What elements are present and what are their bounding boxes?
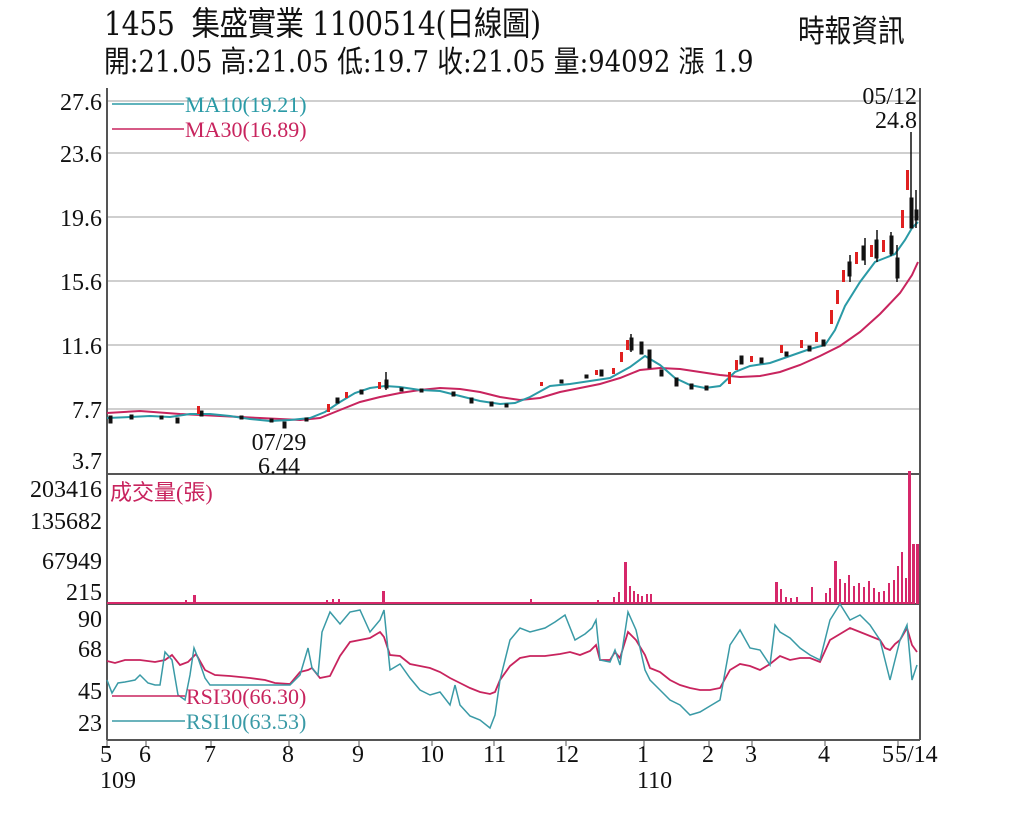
svg-text:68: 68 bbox=[78, 637, 102, 663]
svg-text:23: 23 bbox=[78, 711, 102, 737]
rsi10-line bbox=[106, 602, 918, 730]
svg-text:1: 1 bbox=[637, 742, 649, 768]
svg-text:6: 6 bbox=[139, 742, 151, 768]
svg-text:7: 7 bbox=[204, 742, 216, 768]
svg-text:135682: 135682 bbox=[30, 509, 102, 535]
ma10-legend: MA10(19.21) bbox=[185, 92, 307, 117]
volume-label: 成交量(張) bbox=[110, 480, 213, 505]
low-value: 6.44 bbox=[258, 454, 300, 480]
high-date: 05/12 bbox=[862, 84, 917, 110]
ma-legend: MA10(19.21) MA30(16.89) bbox=[112, 92, 307, 142]
rsi-legend: RSI30(66.30) RSI10(63.53) bbox=[112, 684, 306, 734]
svg-text:90: 90 bbox=[78, 607, 102, 633]
svg-text:23.6: 23.6 bbox=[60, 142, 102, 168]
volume-y-axis: 203416 135682 67949 215 bbox=[30, 477, 102, 606]
rsi30-legend: RSI30(66.30) bbox=[186, 684, 306, 709]
svg-text:19.6: 19.6 bbox=[60, 206, 102, 232]
svg-text:2: 2 bbox=[702, 742, 714, 768]
price-grid bbox=[107, 100, 920, 410]
rsi10-legend: RSI10(63.53) bbox=[186, 709, 306, 734]
price-y-axis: 27.6 23.6 19.6 15.6 11.6 7.7 3.7 bbox=[60, 90, 102, 475]
volume-bars bbox=[107, 471, 919, 604]
svg-text:9: 9 bbox=[352, 742, 364, 768]
price-stats: 開:21.05 高:21.05 低:19.7 收:21.05 量:94092 漲… bbox=[104, 45, 754, 80]
svg-text:10: 10 bbox=[420, 742, 444, 768]
candlesticks bbox=[108, 132, 919, 429]
svg-text:27.6: 27.6 bbox=[60, 90, 102, 116]
x-axis-ticks bbox=[106, 740, 899, 746]
svg-text:110: 110 bbox=[637, 768, 672, 794]
svg-text:8: 8 bbox=[282, 742, 294, 768]
low-date: 07/29 bbox=[252, 430, 307, 456]
svg-text:12: 12 bbox=[555, 742, 579, 768]
svg-text:11.6: 11.6 bbox=[61, 334, 102, 360]
svg-text:7.7: 7.7 bbox=[72, 398, 102, 424]
low-annotation: 07/29 6.44 bbox=[252, 430, 307, 480]
price-annotations: 05/12 24.8 bbox=[862, 84, 917, 134]
rsi-y-axis: 90 68 45 23 bbox=[78, 607, 102, 737]
svg-text:109: 109 bbox=[100, 768, 136, 794]
panel-frames bbox=[106, 88, 921, 741]
svg-text:215: 215 bbox=[66, 580, 102, 606]
svg-text:3.7: 3.7 bbox=[72, 449, 102, 475]
ma30-legend: MA30(16.89) bbox=[185, 117, 307, 142]
svg-text:15.6: 15.6 bbox=[60, 270, 102, 296]
chart-title: 1455 集盛實業 1100514(日線圖) bbox=[104, 4, 541, 43]
x-axis-labels: 5 6 7 8 9 10 11 12 1 2 3 4 5 5/14 109 11… bbox=[100, 742, 938, 794]
svg-text:45: 45 bbox=[78, 679, 102, 705]
svg-text:67949: 67949 bbox=[42, 549, 102, 575]
ma10-line bbox=[106, 221, 919, 423]
svg-text:4: 4 bbox=[818, 742, 830, 768]
ma30-line bbox=[106, 261, 919, 422]
rsi30-line bbox=[106, 625, 918, 695]
svg-text:5: 5 bbox=[882, 742, 894, 768]
source-label: 時報資訊 bbox=[798, 14, 905, 50]
svg-text:203416: 203416 bbox=[30, 477, 102, 503]
svg-text:3: 3 bbox=[745, 742, 757, 768]
svg-text:11: 11 bbox=[483, 742, 506, 768]
svg-text:5/14: 5/14 bbox=[895, 742, 938, 768]
svg-text:5: 5 bbox=[100, 742, 112, 768]
high-value: 24.8 bbox=[875, 108, 917, 134]
